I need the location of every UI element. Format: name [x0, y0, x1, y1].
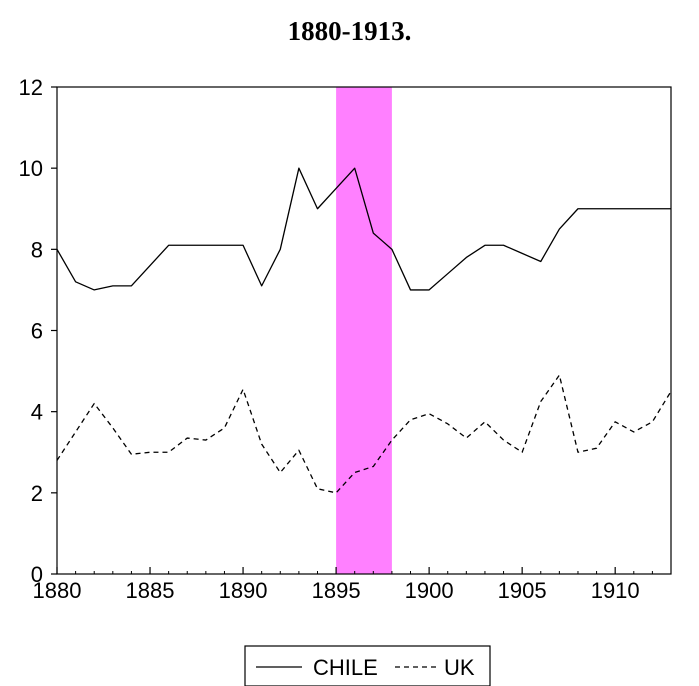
y-tick-label-4: 4 [31, 400, 43, 425]
y-tick-label-6: 6 [31, 319, 43, 344]
chart-title: 1880-1913. [288, 16, 412, 46]
x-axis: 1880 1885 1890 1895 1900 1905 1910 [33, 567, 672, 603]
x-tick-label-1885: 1885 [126, 578, 175, 603]
shaded-region-layer [336, 87, 392, 574]
series-layer [56, 167, 672, 494]
y-tick-label-12: 12 [19, 75, 43, 100]
x-tick-label-1895: 1895 [312, 578, 361, 603]
x-tick-label-1900: 1900 [405, 578, 454, 603]
legend-label-uk: UK [444, 655, 475, 680]
x-tick-label-1890: 1890 [219, 578, 268, 603]
legend-label-chile: CHILE [313, 655, 378, 680]
y-tick-label-0: 0 [31, 562, 43, 587]
legend: CHILE UK [244, 645, 491, 686]
series-line-uk [56, 374, 672, 494]
y-tick-label-10: 10 [19, 156, 43, 181]
y-tick-label-8: 8 [31, 237, 43, 262]
legend-box [244, 645, 491, 686]
x-tick-label-1910: 1910 [591, 578, 640, 603]
x-tick-label-1880: 1880 [33, 578, 82, 603]
shaded-region [336, 87, 392, 574]
y-tick-label-2: 2 [31, 481, 43, 506]
x-tick-label-1905: 1905 [498, 578, 547, 603]
series-line-chile [56, 167, 671, 291]
y-axis: 0 2 4 6 8 10 12 [19, 75, 57, 587]
